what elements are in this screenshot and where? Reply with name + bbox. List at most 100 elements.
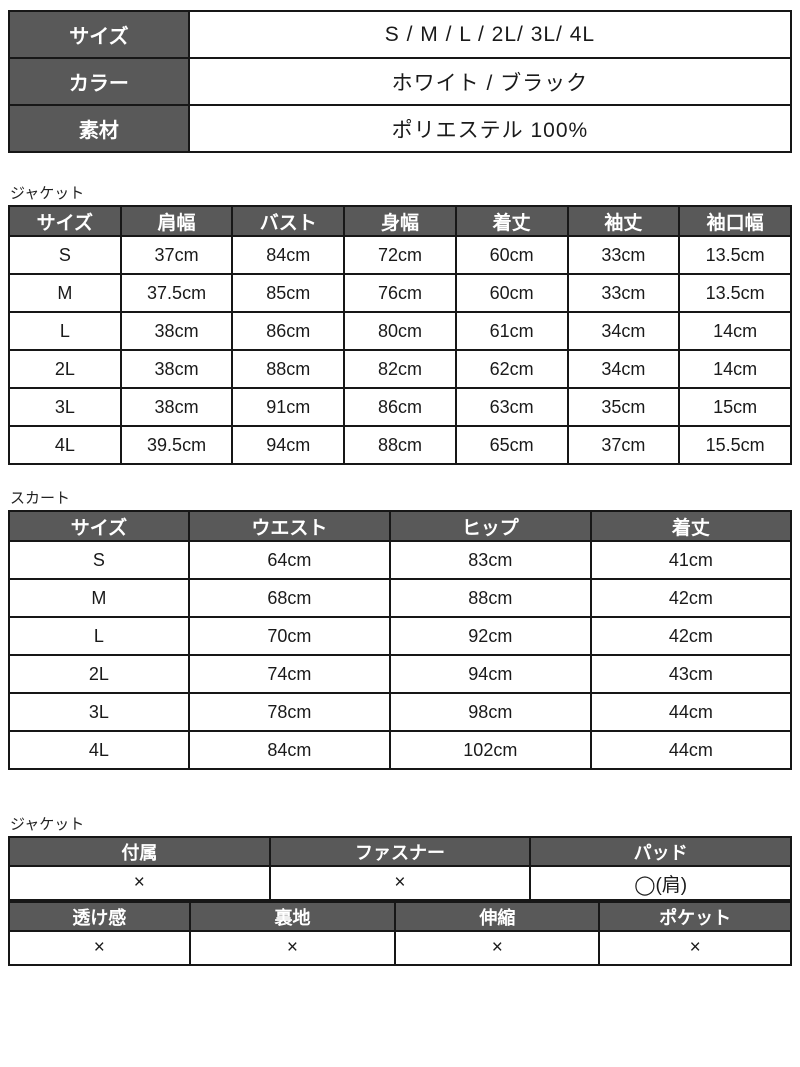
table-row: 4L 39.5cm 94cm 88cm 65cm 37cm 15.5cm [8, 425, 792, 465]
skirt-section-label: スカート [10, 490, 71, 507]
col-header: ヒップ [388, 510, 592, 542]
measurement-cell: 61cm [454, 311, 569, 351]
size-cell: 4L [8, 730, 190, 770]
measurement-cell: 80cm [343, 311, 457, 351]
measurement-cell: 37.5cm [119, 273, 234, 313]
measurement-cell: 60cm [454, 235, 569, 275]
table-row: サイズ S / M / L / 2L/ 3L/ 4L [8, 10, 793, 59]
measurement-cell: 86cm [231, 311, 346, 351]
measurement-cell: 38cm [119, 387, 234, 427]
measurement-cell: 88cm [388, 578, 592, 618]
measurement-cell: 38cm [119, 311, 234, 351]
table-row: × × ◯(肩) [8, 865, 792, 901]
jacket-section-label: ジャケット [10, 185, 85, 202]
measurement-cell: 74cm [187, 654, 391, 694]
table-row: S 64cm 83cm 41cm [8, 540, 793, 580]
measurement-cell: 37cm [119, 235, 234, 275]
measurement-cell: 44cm [589, 730, 793, 770]
jacket-details-table-top: 付属 ファスナー パッド × × ◯(肩) [8, 836, 792, 901]
measurement-cell: 43cm [589, 654, 793, 694]
measurement-cell: 68cm [187, 578, 391, 618]
info-row-value-size: S / M / L / 2L/ 3L/ 4L [187, 10, 793, 59]
info-row-value-color: ホワイト / ブラック [187, 57, 793, 106]
measurement-cell: 13.5cm [678, 235, 792, 275]
measurement-cell: 42cm [589, 616, 793, 656]
col-header: 袖丈 [566, 205, 681, 237]
measurement-cell: 65cm [454, 425, 569, 465]
measurement-cell: 38cm [119, 349, 234, 389]
measurement-cell: 34cm [566, 311, 681, 351]
table-row: 素材 ポリエステル 100% [8, 104, 793, 153]
measurement-cell: 64cm [187, 540, 391, 580]
col-header: 伸縮 [394, 901, 601, 932]
table-header-row: サイズ ウエスト ヒップ 着丈 [8, 510, 793, 542]
measurement-cell: 34cm [566, 349, 681, 389]
col-header: 着丈 [589, 510, 793, 542]
detail-value-cell: × [394, 930, 601, 966]
table-row: S 37cm 84cm 72cm 60cm 33cm 13.5cm [8, 235, 792, 275]
col-header: ポケット [598, 901, 792, 932]
info-row-header-color: カラー [8, 57, 190, 106]
table-header-row: 透け感 裏地 伸縮 ポケット [8, 901, 792, 932]
size-cell: 2L [8, 654, 190, 694]
detail-value-cell: × [268, 865, 532, 901]
measurement-cell: 63cm [454, 387, 569, 427]
col-header: 肩幅 [119, 205, 234, 237]
col-header: 透け感 [8, 901, 191, 932]
measurement-cell: 94cm [388, 654, 592, 694]
table-row: 2L 74cm 94cm 43cm [8, 654, 793, 694]
detail-value-cell: × [8, 930, 191, 966]
measurement-cell: 92cm [388, 616, 592, 656]
table-row: 4L 84cm 102cm 44cm [8, 730, 793, 770]
table-row: M 37.5cm 85cm 76cm 60cm 33cm 13.5cm [8, 273, 792, 313]
skirt-size-table: サイズ ウエスト ヒップ 着丈 S 64cm 83cm 41cm M 68cm … [8, 510, 793, 770]
size-cell: L [8, 311, 122, 351]
col-header: 袖口幅 [678, 205, 792, 237]
col-header: 付属 [8, 836, 271, 867]
table-row: 2L 38cm 88cm 82cm 62cm 34cm 14cm [8, 349, 792, 389]
detail-value-cell: × [598, 930, 792, 966]
table-row: L 70cm 92cm 42cm [8, 616, 793, 656]
table-row: × × × × [8, 930, 792, 966]
detail-value-cell: ◯(肩) [529, 865, 792, 901]
info-row-header-size: サイズ [8, 10, 190, 59]
measurement-cell: 33cm [566, 235, 681, 275]
measurement-cell: 15cm [678, 387, 792, 427]
col-header: ウエスト [187, 510, 391, 542]
table-row: M 68cm 88cm 42cm [8, 578, 793, 618]
measurement-cell: 76cm [343, 273, 457, 313]
measurement-cell: 41cm [589, 540, 793, 580]
info-row-value-material: ポリエステル 100% [187, 104, 793, 153]
measurement-cell: 88cm [343, 425, 457, 465]
measurement-cell: 37cm [566, 425, 681, 465]
measurement-cell: 78cm [187, 692, 391, 732]
measurement-cell: 44cm [589, 692, 793, 732]
measurement-cell: 70cm [187, 616, 391, 656]
jacket-details-label: ジャケット [10, 816, 85, 833]
measurement-cell: 62cm [454, 349, 569, 389]
measurement-cell: 86cm [343, 387, 457, 427]
jacket-details-table-bottom: 透け感 裏地 伸縮 ポケット × × × × [8, 901, 792, 966]
size-cell: 3L [8, 692, 190, 732]
size-cell: 2L [8, 349, 122, 389]
size-cell: S [8, 540, 190, 580]
measurement-cell: 88cm [231, 349, 346, 389]
measurement-cell: 85cm [231, 273, 346, 313]
measurement-cell: 94cm [231, 425, 346, 465]
measurement-cell: 91cm [231, 387, 346, 427]
col-header: サイズ [8, 205, 122, 237]
product-spec-sheet: サイズ S / M / L / 2L/ 3L/ 4L カラー ホワイト / ブラ… [8, 10, 793, 966]
measurement-cell: 35cm [566, 387, 681, 427]
info-row-header-material: 素材 [8, 104, 190, 153]
measurement-cell: 102cm [388, 730, 592, 770]
size-cell: 3L [8, 387, 122, 427]
col-header: パッド [529, 836, 792, 867]
size-cell: 4L [8, 425, 122, 465]
measurement-cell: 84cm [231, 235, 346, 275]
table-header-row: サイズ 肩幅 バスト 身幅 着丈 袖丈 袖口幅 [8, 205, 792, 237]
col-header: バスト [231, 205, 346, 237]
table-row: 3L 78cm 98cm 44cm [8, 692, 793, 732]
measurement-cell: 15.5cm [678, 425, 792, 465]
col-header: 裏地 [188, 901, 397, 932]
detail-value-cell: × [8, 865, 271, 901]
